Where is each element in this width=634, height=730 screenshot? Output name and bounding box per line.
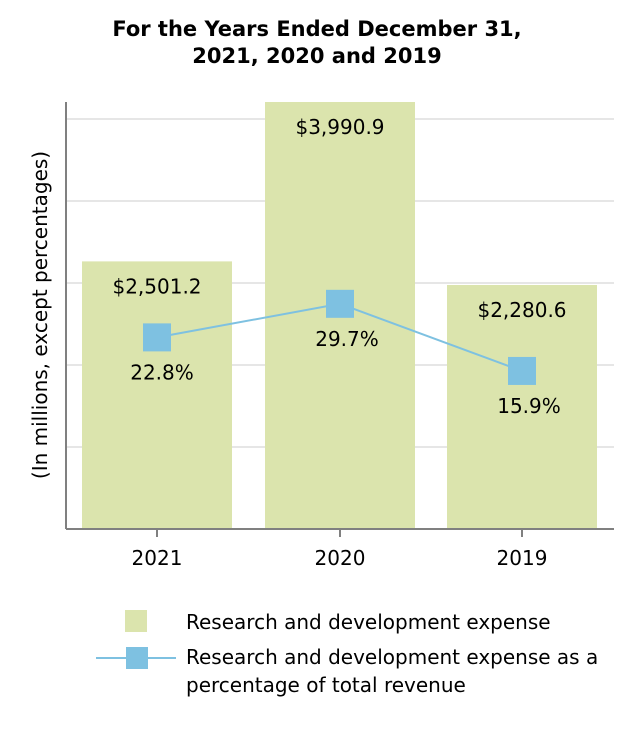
percentage-line-series [143, 289, 536, 385]
chart-title-line-1: For the Years Ended December 31, [112, 17, 521, 41]
percentage-labels: 22.8% 29.7% 15.9% [130, 327, 561, 418]
bars [82, 102, 597, 529]
percentage-label-2020: 29.7% [315, 327, 379, 351]
legend-line-marker [126, 647, 148, 669]
x-tick-label-2020: 2020 [315, 546, 366, 570]
x-tick-label-2019: 2019 [497, 546, 548, 570]
percentage-label-2019: 15.9% [497, 394, 561, 418]
percentage-marker-2019 [508, 356, 536, 385]
bar-label-2019: $2,280.6 [477, 298, 566, 322]
legend: Research and development expense Researc… [96, 610, 598, 697]
bar-2021 [82, 261, 232, 529]
bar-label-2021: $2,501.2 [112, 274, 201, 298]
bar-label-2020: $3,990.9 [295, 115, 384, 139]
x-tick-label-2021: 2021 [132, 546, 183, 570]
chart-title-line-2: 2021, 2020 and 2019 [192, 44, 441, 68]
percentage-marker-2021 [143, 323, 171, 352]
bar-labels: $2,501.2 $3,990.9 $2,280.6 [112, 115, 566, 322]
bar-2019 [447, 284, 597, 529]
y-axis-label: (In millions, except percentages) [28, 151, 52, 479]
x-ticks: 2021 2020 2019 [132, 529, 548, 570]
percentage-marker-2020 [326, 289, 354, 318]
legend-bar-label: Research and development expense [186, 610, 551, 634]
legend-bar-swatch [125, 610, 147, 632]
legend-line-label-line-1: Research and development expense as a [186, 645, 598, 669]
percentage-label-2021: 22.8% [130, 360, 194, 384]
legend-line-label-line-2: percentage of total revenue [186, 673, 466, 697]
